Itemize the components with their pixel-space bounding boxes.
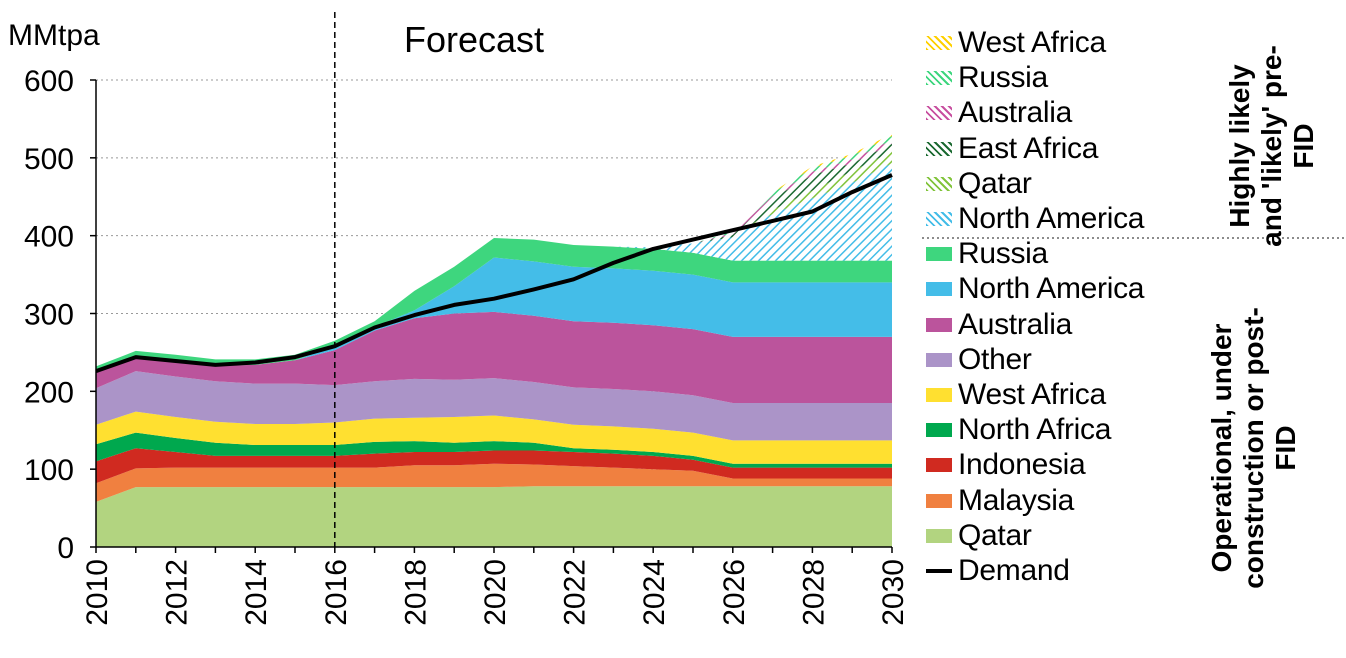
x-tick-label-2020: 2020 [479, 559, 512, 626]
legend-label-other: Other [958, 342, 1032, 376]
area-operational-qatar [96, 486, 892, 547]
y-axis-unit-label: MMtpa [8, 19, 100, 52]
area-operational-indonesia [96, 448, 892, 484]
demand-series [95, 173, 893, 373]
legend-label-australia: Australia [958, 307, 1073, 341]
area-operational-russia [96, 238, 892, 371]
legend-swatch-qatar [926, 528, 952, 543]
legend-item-other: Other [926, 343, 1032, 377]
legend-label-demand: Demand [958, 554, 1070, 587]
x-tick-label-2028: 2028 [797, 559, 830, 626]
legend-label-qatar: Qatar [958, 166, 1032, 200]
legend-swatch-west-africa [926, 388, 952, 402]
legend-item-pre-fid-qatar: Qatar [926, 167, 1032, 201]
legend-item-australia: Australia [926, 308, 1072, 342]
y-tick-label-400: 400 [24, 221, 74, 254]
legend-swatch-north-africa [926, 423, 952, 438]
legend-item-pre-fid-russia: Russia [926, 61, 1048, 95]
legend-label-malaysia: Malaysia [958, 483, 1074, 517]
area-operational-malaysia [96, 463, 892, 502]
legend-label-north-america: North America [958, 272, 1145, 306]
legend-label-west-africa: West Africa [958, 26, 1106, 59]
legend-label-west-africa: West Africa [958, 378, 1106, 411]
legend-label-australia: Australia [958, 96, 1073, 130]
legend-label-russia: Russia [958, 237, 1048, 271]
legend-swatch-qatar [926, 176, 952, 191]
legend-item-qatar: Qatar [926, 519, 1032, 553]
legend-item-indonesia: Indonesia [926, 448, 1086, 482]
legend-swatch-demand [926, 569, 952, 573]
legend-label-north-africa: North Africa [958, 413, 1112, 447]
legend-item-pre-fid-north-america: North America [926, 202, 1144, 236]
legend-item-russia: Russia [926, 237, 1048, 271]
legend-label-russia: Russia [958, 61, 1048, 95]
y-tick-label-300: 300 [24, 299, 74, 332]
legend-item-north-africa: North Africa [926, 413, 1111, 447]
x-tick-label-2014: 2014 [240, 559, 273, 626]
legend-group-label-operational-text: Operational, under construction or post-… [1206, 307, 1301, 589]
stacked-areas [96, 133, 892, 547]
legend-item-pre-fid-australia: Australia [926, 96, 1072, 130]
forecast-label: Forecast [404, 19, 544, 60]
y-tick-label-600: 600 [24, 65, 74, 98]
legend-swatch-malaysia [926, 493, 952, 508]
x-tick-label-2026: 2026 [718, 559, 751, 626]
axes: 0 100 200 300 400 500 600 2010 2012 2014 2016 2018 2… [24, 65, 910, 626]
legend-swatch-australia [926, 106, 952, 121]
x-tick-label-2030: 2030 [877, 559, 910, 626]
legend-group-label-operational: Operational, under construction or post-… [1206, 290, 1306, 606]
legend-swatch-russia [926, 71, 952, 86]
y-tick-label-0: 0 [57, 532, 74, 565]
legend-label-north-america: North America [958, 202, 1145, 235]
x-tick-label-2024: 2024 [638, 559, 671, 626]
legend-item-pre-fid-west-africa: West Africa [926, 26, 1106, 60]
x-tick-label-2016: 2016 [320, 559, 353, 626]
legend-swatch-indonesia [926, 458, 952, 473]
legend-group-label-pre-fid: Highly likely and 'likely' pre-FID [1224, 36, 1319, 256]
area-operational-west-africa [96, 411, 892, 464]
area-operational-other [96, 371, 892, 441]
x-tick-label-2018: 2018 [399, 559, 432, 626]
legend-item-malaysia: Malaysia [926, 484, 1074, 518]
y-tick-label-200: 200 [24, 376, 74, 409]
demand-line [95, 173, 893, 373]
legend-swatch-north-america [926, 282, 952, 297]
legend-swatch-east-africa [926, 141, 952, 156]
legend-swatch-north-america [926, 212, 952, 226]
legend-item-west-africa: West Africa [926, 378, 1106, 412]
legend-item-demand: Demand [926, 554, 1070, 588]
y-tick-label-500: 500 [24, 143, 74, 176]
x-tick-label-2010: 2010 [81, 559, 114, 626]
legend-item-pre-fid-east-africa: East Africa [926, 132, 1098, 166]
legend-swatch-russia [926, 247, 952, 262]
legend-label-indonesia: Indonesia [958, 448, 1086, 482]
x-tick-label-2012: 2012 [161, 559, 194, 626]
area-operational-australia [96, 311, 892, 403]
area-operational-north-africa [96, 432, 892, 468]
legend-label-east-africa: East Africa [958, 131, 1099, 165]
legend-swatch-other [926, 352, 952, 367]
area-operational-north-america [96, 257, 892, 371]
legend-swatch-west-africa [926, 36, 952, 50]
y-tick-label-100: 100 [24, 454, 74, 487]
x-tick-label-2022: 2022 [559, 559, 592, 626]
legend-item-north-america: North America [926, 272, 1144, 306]
legend-swatch-australia [926, 317, 952, 332]
legend-label-qatar: Qatar [958, 518, 1032, 552]
